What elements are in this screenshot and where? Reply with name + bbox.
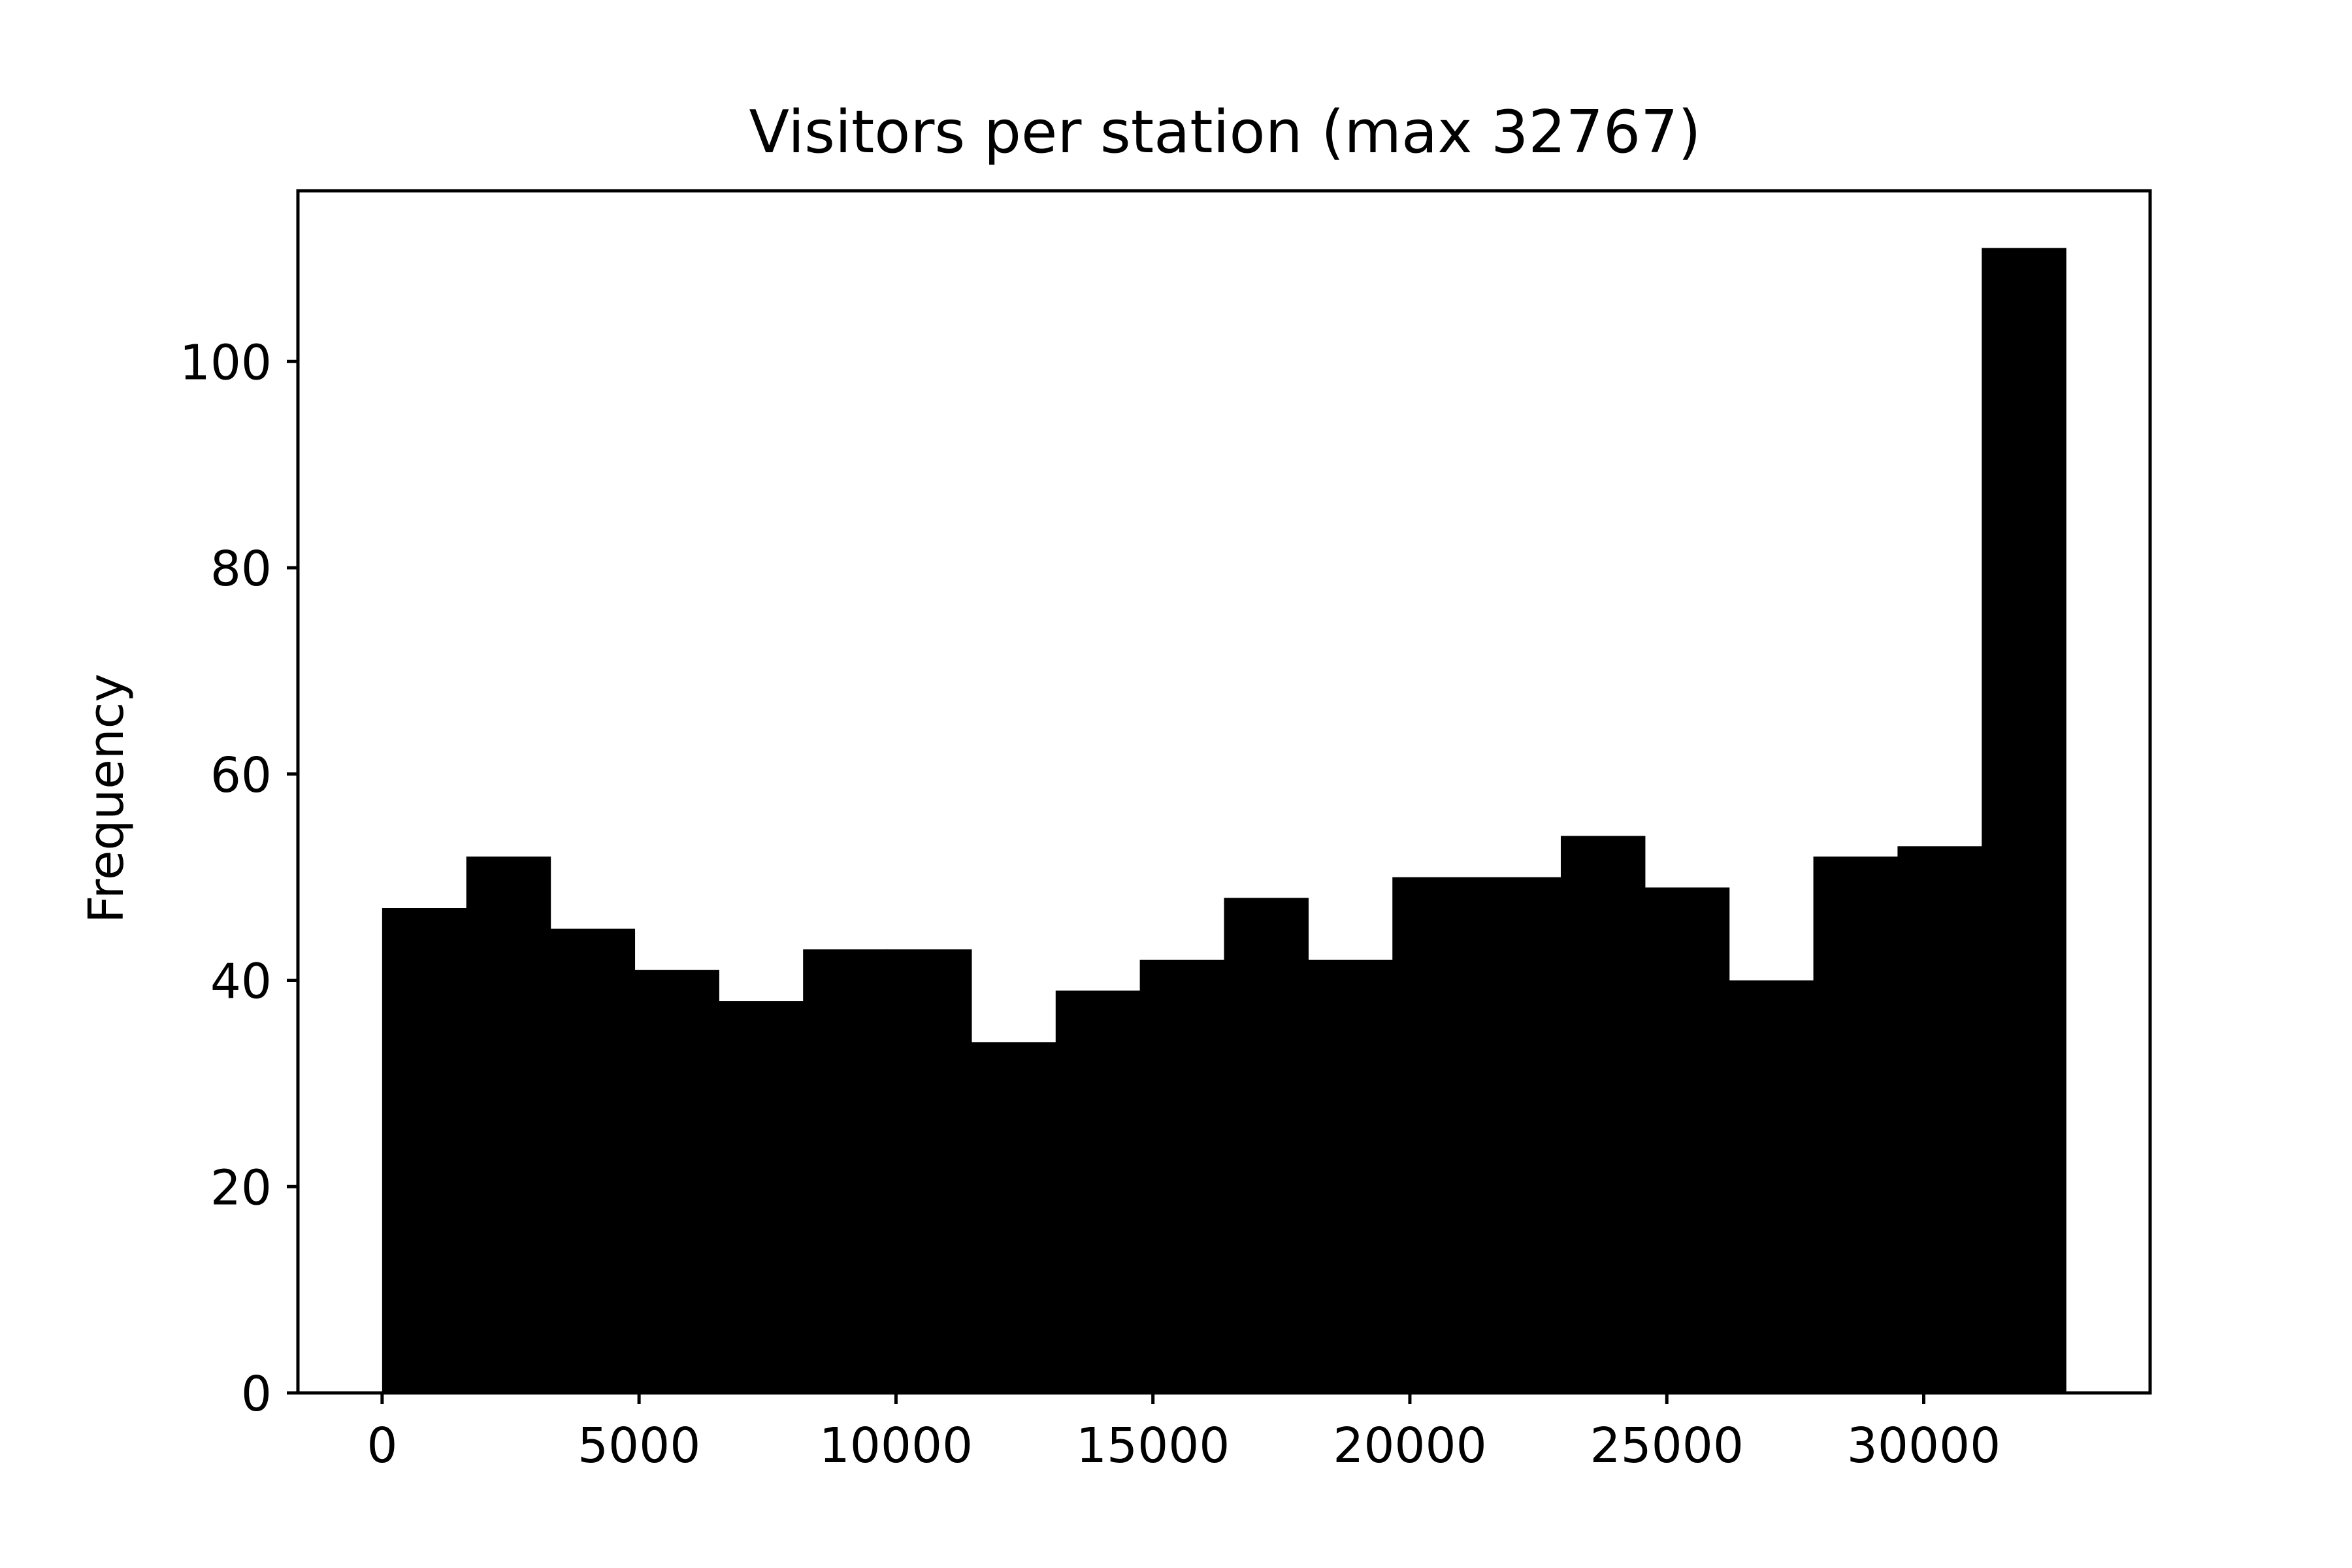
histogram-bar bbox=[719, 1001, 804, 1393]
y-tick-label: 0 bbox=[241, 1366, 272, 1422]
histogram-bar bbox=[1055, 990, 1141, 1393]
histogram-bar bbox=[1982, 248, 2066, 1394]
histogram-bar bbox=[550, 928, 636, 1393]
y-tick-label: 60 bbox=[210, 747, 272, 804]
histogram-bar bbox=[1308, 959, 1393, 1393]
histogram-bar bbox=[1224, 898, 1309, 1393]
x-tick-label: 15000 bbox=[1076, 1418, 1230, 1474]
histogram-bar bbox=[971, 1042, 1056, 1393]
y-tick-label: 20 bbox=[210, 1160, 272, 1216]
x-tick-label: 5000 bbox=[578, 1418, 700, 1474]
x-axis-ticks: 0 5000 10000 15000 20000 25000 30000 bbox=[367, 1393, 2001, 1474]
x-tick-label: 10000 bbox=[819, 1418, 973, 1474]
chart-title: Visitors per station (max 32767) bbox=[749, 98, 1701, 167]
plot-frame bbox=[296, 189, 2152, 1395]
histogram-bar bbox=[1813, 857, 1899, 1393]
x-tick-label: 25000 bbox=[1590, 1418, 1744, 1474]
histogram-bar bbox=[466, 857, 551, 1393]
histogram-bar bbox=[887, 949, 972, 1393]
histogram-bar bbox=[1392, 877, 1477, 1393]
histogram-bars bbox=[382, 248, 2066, 1394]
histogram-bar bbox=[1477, 877, 1561, 1393]
x-tick-label: 0 bbox=[367, 1418, 397, 1474]
y-tick-label: 100 bbox=[180, 335, 272, 391]
histogram-bar bbox=[803, 949, 888, 1393]
histogram-bar bbox=[634, 970, 719, 1393]
y-axis-label: Frequency bbox=[78, 674, 135, 923]
histogram-bar bbox=[1897, 846, 1982, 1393]
x-tick-label: 30000 bbox=[1847, 1418, 2001, 1474]
histogram-bar bbox=[1139, 959, 1225, 1393]
histogram-bar bbox=[1729, 980, 1814, 1393]
y-tick-label: 40 bbox=[210, 954, 272, 1010]
y-tick-label: 80 bbox=[210, 541, 272, 597]
histogram-bar bbox=[1644, 887, 1730, 1393]
histogram-bar bbox=[1560, 836, 1646, 1393]
x-tick-label: 20000 bbox=[1333, 1418, 1486, 1474]
y-axis-ticks: 0 20 40 60 80 100 bbox=[180, 335, 298, 1422]
histogram-bar bbox=[382, 908, 467, 1393]
